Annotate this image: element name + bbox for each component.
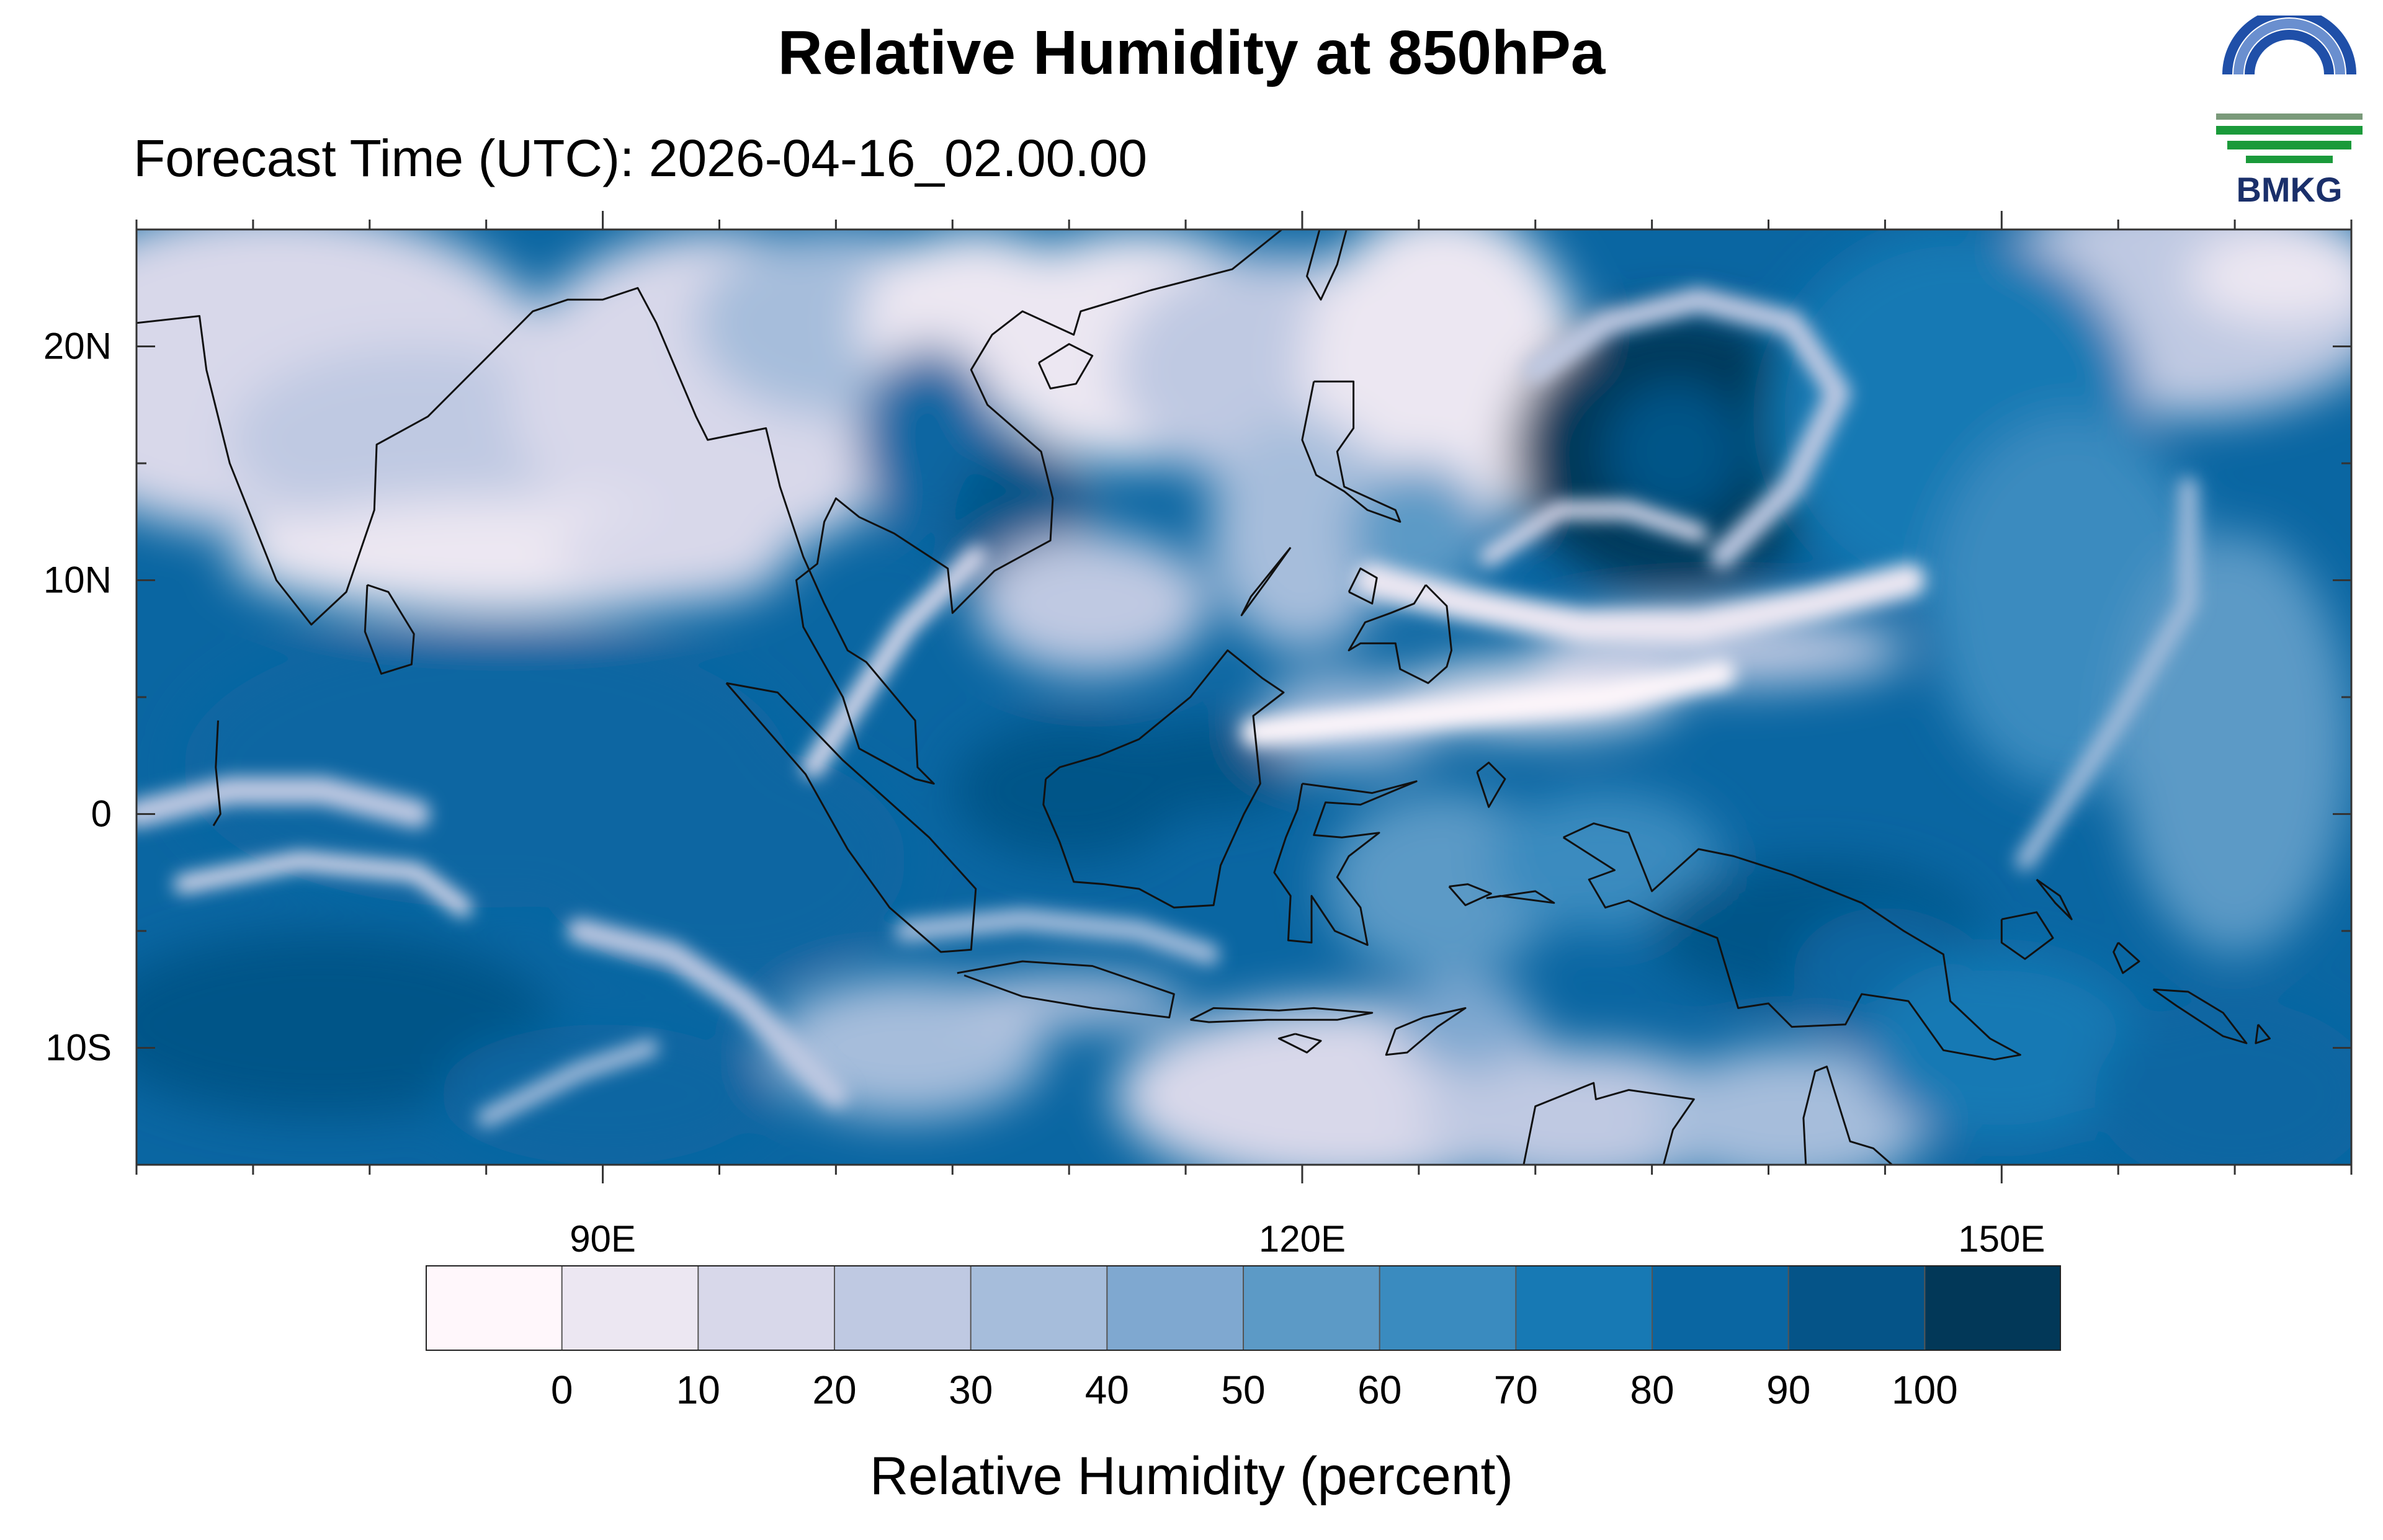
colorbar-tick-label: 60 bbox=[1357, 1368, 1402, 1412]
humidity-map: 20N 10N 0 10S 90E 120E 150E bbox=[43, 211, 2353, 1260]
humidity-patch bbox=[532, 744, 906, 978]
colorbar bbox=[426, 1265, 2061, 1351]
coastline bbox=[1042, 649, 1285, 909]
colorbar-swatch bbox=[1106, 1265, 1245, 1351]
logo-text: BMKG bbox=[2236, 170, 2342, 209]
humidity-band bbox=[1355, 563, 1926, 644]
colorbar-swatch bbox=[1243, 1265, 1381, 1351]
map-title: Relative Humidity at 850hPa bbox=[777, 18, 1606, 87]
coastline bbox=[1486, 890, 1555, 904]
humidity-patch bbox=[975, 533, 1209, 674]
humidity-patch bbox=[2095, 1001, 2351, 1165]
humidity-patch bbox=[556, 510, 790, 604]
coastline bbox=[1306, 229, 1348, 301]
coastline bbox=[1301, 380, 1402, 523]
coastline bbox=[136, 229, 1284, 785]
colorbar-swatch bbox=[1924, 1265, 2061, 1351]
coastline bbox=[957, 960, 1175, 1018]
colorbar-tick-label: 50 bbox=[1221, 1368, 1265, 1412]
coastline bbox=[1562, 822, 2021, 1061]
coastline bbox=[2000, 911, 2054, 960]
humidity-patch bbox=[2118, 533, 2351, 955]
coastline bbox=[1277, 1033, 1322, 1054]
colorbar-swatch bbox=[1652, 1265, 1790, 1351]
humidity-patch bbox=[439, 1024, 766, 1165]
colorbar-swatch bbox=[1515, 1265, 1653, 1351]
coastline bbox=[1348, 584, 1452, 684]
colorbar-title: Relative Humidity (percent) bbox=[869, 1446, 1514, 1506]
coastline bbox=[212, 720, 221, 827]
coastline bbox=[1476, 762, 1506, 808]
lat-tick-label: 20N bbox=[43, 326, 112, 367]
coastline bbox=[1448, 883, 1492, 906]
humidity-patch bbox=[1861, 954, 2142, 1142]
coastlines bbox=[136, 229, 2271, 1165]
lon-tick-label: 120E bbox=[1259, 1218, 1346, 1260]
colorbar-tick-label: 20 bbox=[812, 1368, 856, 1412]
humidity-patch bbox=[230, 346, 603, 534]
coastline bbox=[2113, 941, 2140, 974]
lat-tick-label: 0 bbox=[91, 793, 112, 835]
humidity-band bbox=[476, 1038, 659, 1128]
colorbar-tick-label: 40 bbox=[1085, 1368, 1129, 1412]
coastline bbox=[2152, 988, 2248, 1044]
humidity-patch bbox=[1395, 977, 1536, 1072]
coastline bbox=[1522, 1082, 1695, 1165]
humidity-band bbox=[174, 851, 473, 917]
humidity-streaks bbox=[136, 287, 2197, 1128]
humidity-band bbox=[895, 908, 1220, 966]
colorbar-tick-label: 90 bbox=[1766, 1368, 1810, 1412]
coastline bbox=[1802, 1066, 1893, 1165]
forecast-time: Forecast Time (UTC): 2026-04-16_02.00.00 bbox=[133, 129, 1148, 187]
coastline bbox=[1189, 1007, 1374, 1023]
lat-tick-label: 10N bbox=[43, 559, 112, 601]
humidity-band bbox=[1241, 659, 1736, 746]
humidity-band bbox=[1522, 287, 1851, 569]
colorbar-swatch bbox=[697, 1265, 836, 1351]
colorbar-tick-label: 0 bbox=[551, 1368, 573, 1412]
coastline bbox=[1037, 343, 1094, 389]
axis-ticks bbox=[135, 211, 2353, 1183]
humidity-band bbox=[802, 546, 987, 778]
coastline bbox=[725, 682, 977, 953]
lon-tick-label: 90E bbox=[570, 1218, 636, 1260]
bmkg-logo: BMKG bbox=[2216, 16, 2363, 209]
logo-emblem-icon bbox=[2216, 16, 2363, 163]
humidity-band bbox=[136, 777, 431, 828]
humidity-patch bbox=[1488, 790, 1722, 931]
colorbar-swatch bbox=[426, 1265, 563, 1351]
coastline bbox=[1348, 567, 1378, 605]
coastline bbox=[1240, 546, 1292, 616]
axis-labels: 20N 10N 0 10S 90E 120E 150E bbox=[43, 326, 2045, 1260]
coastline bbox=[1273, 780, 1418, 946]
lat-tick-label: 10S bbox=[45, 1027, 112, 1069]
coastline bbox=[2036, 878, 2073, 920]
colorbar-tick-label: 70 bbox=[1494, 1368, 1538, 1412]
humidity-band bbox=[1479, 501, 1708, 566]
colorbar-swatch bbox=[834, 1265, 972, 1351]
humidity-patch bbox=[1652, 1048, 1932, 1165]
coastline bbox=[2255, 1023, 2271, 1044]
colorbar-tick-label: 30 bbox=[949, 1368, 993, 1412]
lon-tick-label: 150E bbox=[1958, 1218, 2045, 1260]
colorbar-swatch bbox=[970, 1265, 1108, 1351]
colorbar-swatch bbox=[1787, 1265, 1926, 1351]
colorbar-swatch bbox=[1379, 1265, 1517, 1351]
humidity-band bbox=[2015, 477, 2197, 870]
colorbar-tick-labels: 0 10 20 30 40 50 60 70 80 90 100 bbox=[551, 1368, 1958, 1412]
humidity-band bbox=[567, 919, 849, 1107]
colorbar-tick-label: 10 bbox=[676, 1368, 720, 1412]
colorbar-tick-label: 80 bbox=[1630, 1368, 1674, 1412]
humidity-patch bbox=[2188, 229, 2351, 323]
humidity-patch bbox=[1605, 381, 1745, 522]
coastline bbox=[1385, 1007, 1467, 1056]
colorbar-swatch bbox=[561, 1265, 699, 1351]
colorbar-tick-label: 100 bbox=[1892, 1368, 1958, 1412]
coastline bbox=[364, 584, 415, 675]
